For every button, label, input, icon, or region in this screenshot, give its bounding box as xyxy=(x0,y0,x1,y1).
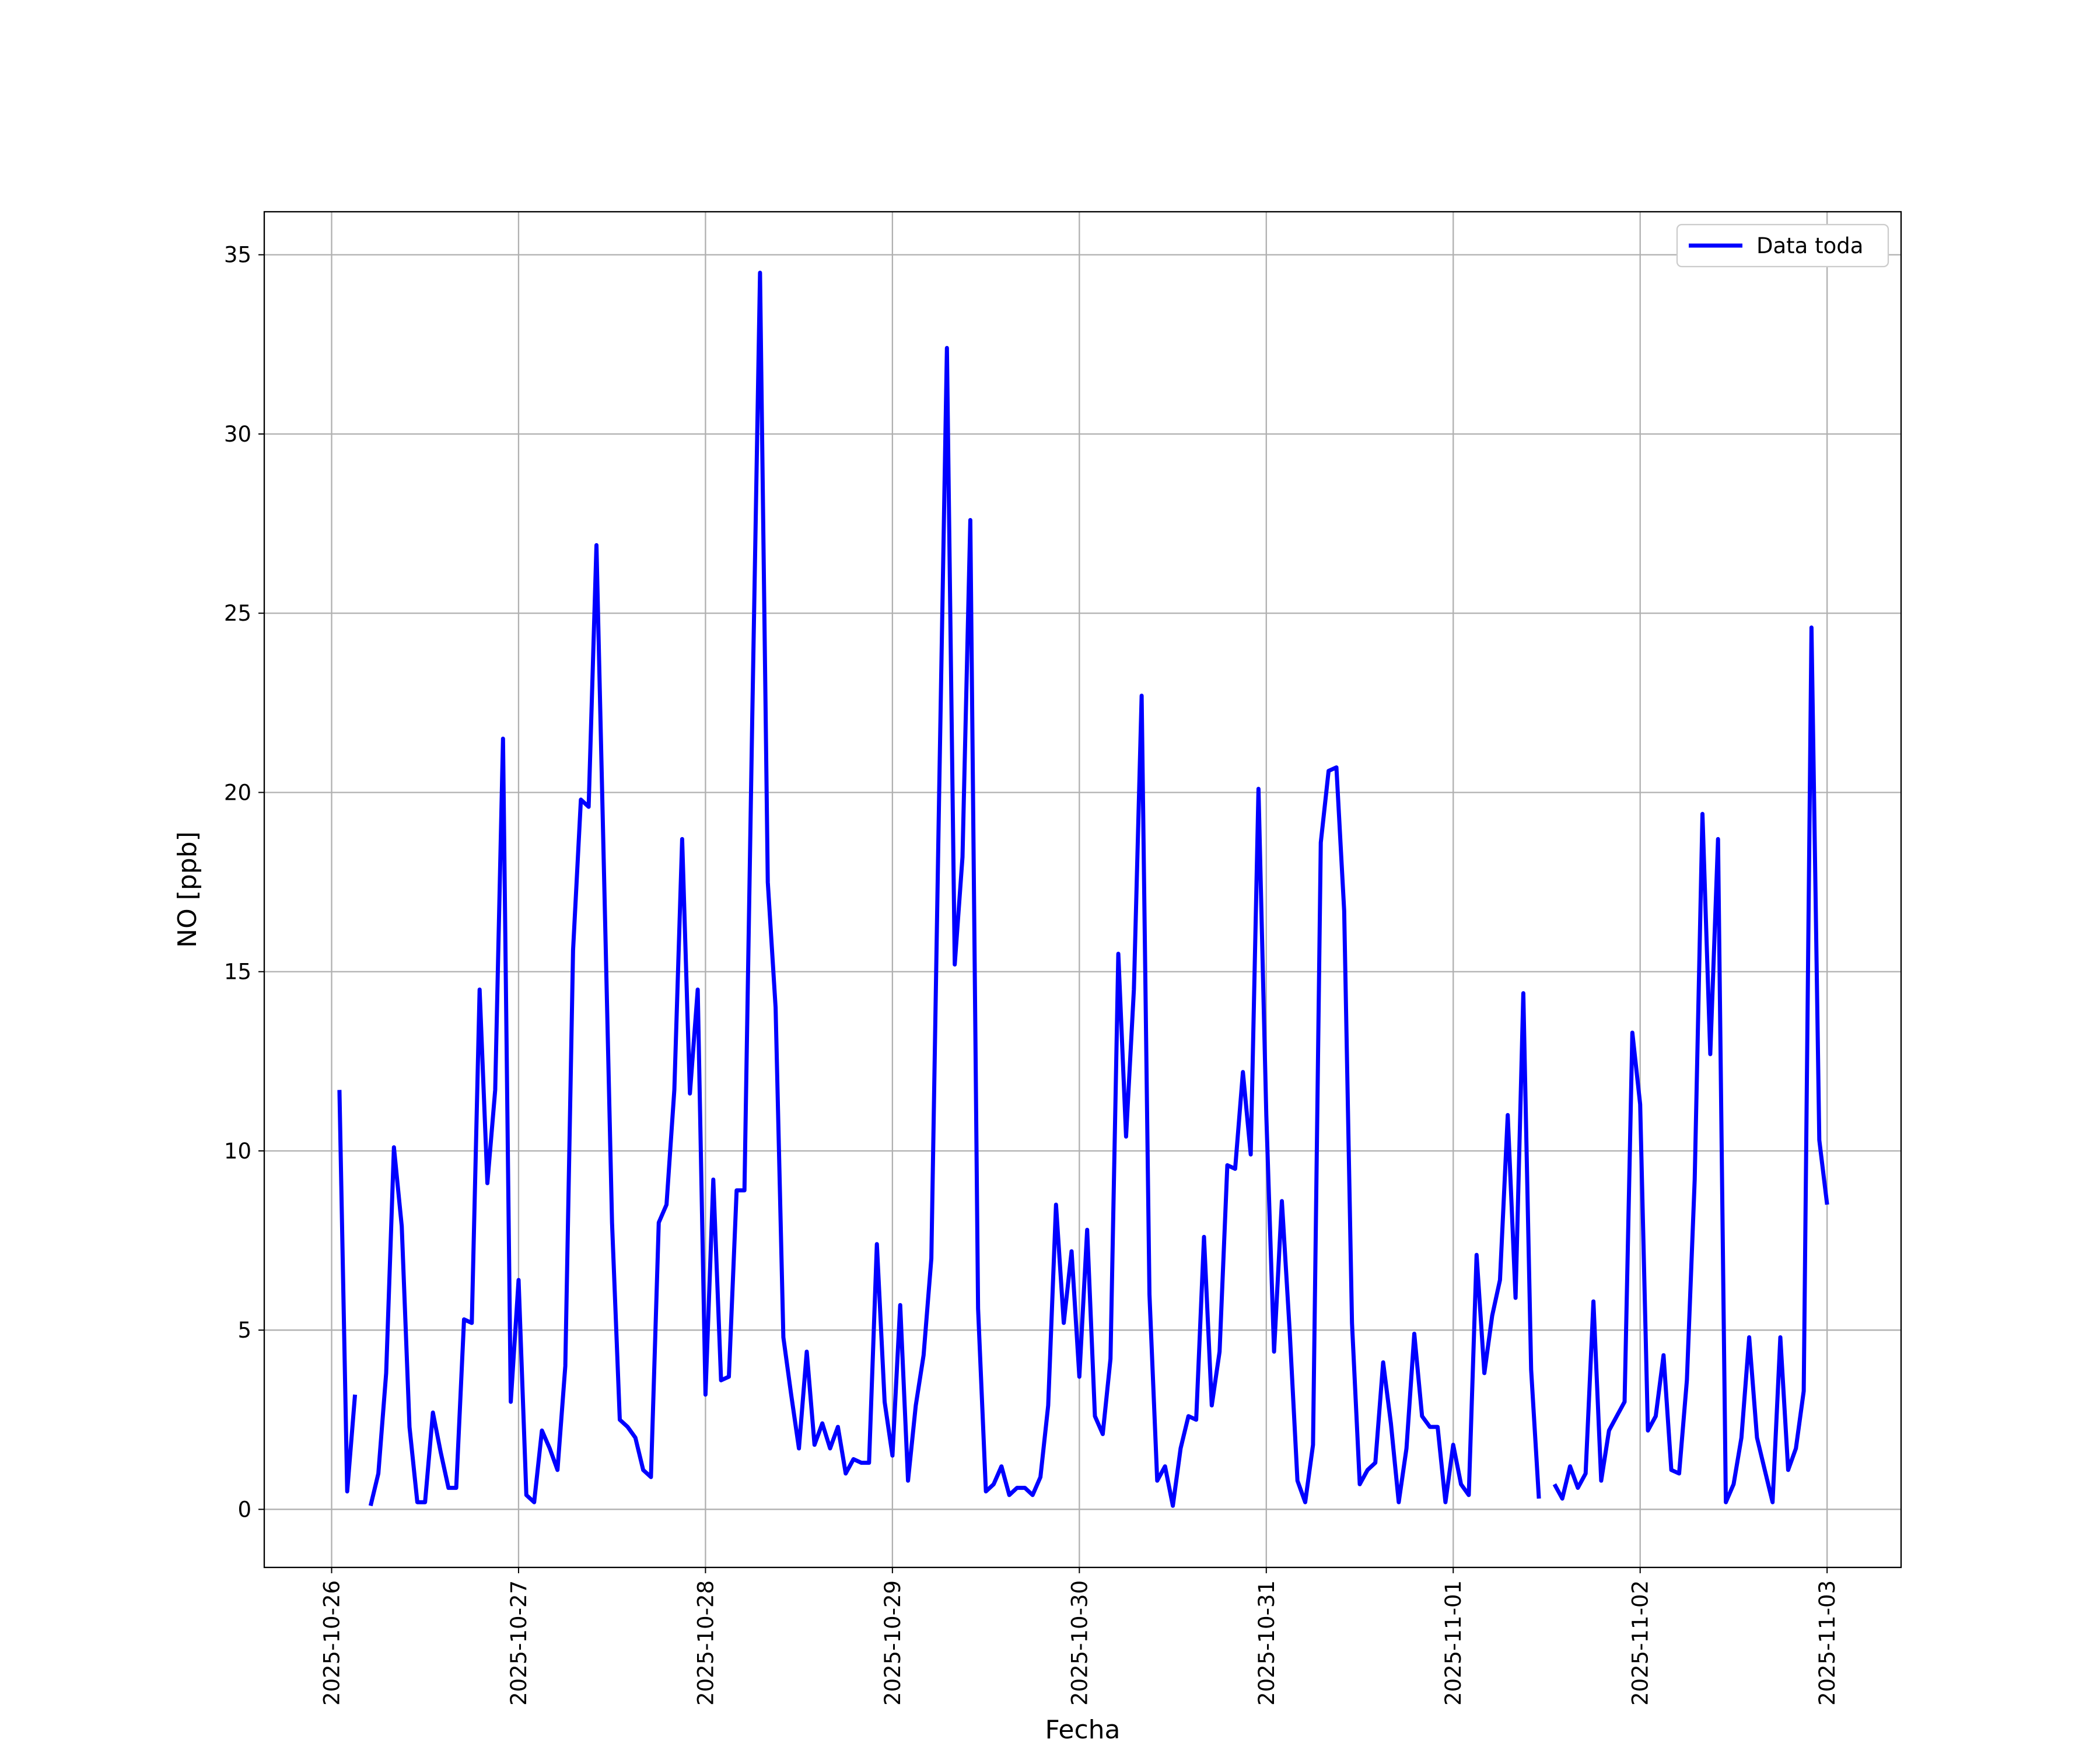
x-tick-label: 2025-10-30 xyxy=(1067,1580,1092,1706)
x-tick-label: 2025-10-27 xyxy=(506,1580,531,1706)
data-line xyxy=(368,271,1541,1508)
legend-box xyxy=(1676,223,1889,268)
plot-frame xyxy=(263,211,1902,1569)
y-tick-label: 35 xyxy=(224,243,251,268)
data-line xyxy=(1552,625,1829,1504)
x-tick-label: 2025-10-31 xyxy=(1254,1580,1279,1706)
y-tick-label: 10 xyxy=(224,1139,251,1164)
x-tick-label: 2025-11-01 xyxy=(1441,1580,1466,1706)
y-axis-label: NO [ppb] xyxy=(173,831,202,948)
x-tick-label: 2025-10-26 xyxy=(319,1580,344,1706)
x-tick-label: 2025-11-03 xyxy=(1815,1580,1840,1706)
y-tick-label: 0 xyxy=(237,1497,251,1522)
data-line xyxy=(337,1090,358,1494)
x-axis-label: Fecha xyxy=(1045,1715,1120,1745)
y-tick-label: 5 xyxy=(237,1318,251,1343)
y-tick-label: 20 xyxy=(224,780,251,805)
y-tick-label: 30 xyxy=(224,422,251,447)
x-tick-label: 2025-10-29 xyxy=(880,1580,905,1706)
x-tick-label: 2025-10-28 xyxy=(693,1580,718,1706)
y-tick-label: 25 xyxy=(224,601,251,626)
legend-label: Data toda xyxy=(1756,233,1863,258)
y-tick-label: 15 xyxy=(224,960,251,985)
x-tick-label: 2025-11-02 xyxy=(1628,1580,1653,1706)
